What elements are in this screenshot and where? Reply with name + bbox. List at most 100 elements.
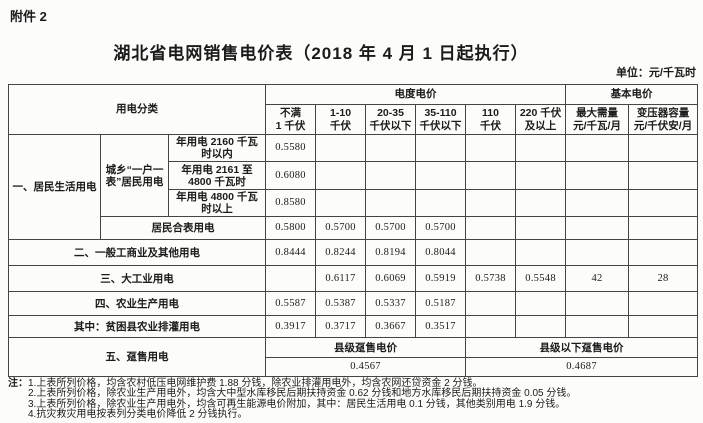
basic-price-group-header: 基本电价 <box>565 84 699 105</box>
price-cell <box>565 291 630 317</box>
price-cell: 0.3667 <box>365 315 417 339</box>
price-cell-empty <box>415 133 467 163</box>
price-cell: 0.5187 <box>415 291 467 317</box>
wholesale-label-cell: 五、趸售用电 <box>7 337 267 378</box>
price-cell: 0.6080 <box>265 161 317 191</box>
table-row: 二、一般工商业及其他用电 0.8444 0.8244 0.8194 0.8044 <box>7 239 699 267</box>
price-cell <box>628 216 699 241</box>
price-cell: 0.5580 <box>265 133 317 163</box>
table-row: 0.4567 0.4687 <box>9 357 699 378</box>
note-line: 1.上表所列价格，均含农村低压电网维护费 1.88 分钱，除农业排灌用电外，均含… <box>28 378 483 389</box>
price-cell: 0.5548 <box>515 265 567 293</box>
note-line: 3.上表所列价格，除农业生产用电外，均含可再生能源电价附加，其中：居民生活用电 … <box>28 398 566 410</box>
price-cell: 0.5387 <box>315 291 367 317</box>
voltage-column-header: 35-110 千伏以下 <box>415 104 467 135</box>
classification-header-cell: 用电分类 <box>7 84 267 135</box>
price-cell <box>565 216 630 241</box>
residential-tier-label: 年用电 4800 千瓦时以上 <box>167 189 267 218</box>
price-cell-empty <box>515 133 567 163</box>
price-cell <box>515 291 567 317</box>
page-title: 湖北省电网销售电价表（2018 年 4 月 1 日起执行） <box>113 44 529 63</box>
price-cell: 0.5738 <box>465 265 517 293</box>
table-row: 四、农业生产用电 0.5587 0.5387 0.5337 0.5187 <box>7 291 699 317</box>
note-line: 2.上表所列价格，除农业生产用电外，均含大中型水库移民后期扶持资金 0.62 分… <box>28 388 577 400</box>
price-cell <box>628 315 699 339</box>
price-cell-empty <box>565 189 630 218</box>
price-cell-empty <box>365 161 417 191</box>
price-cell <box>465 216 517 241</box>
price-cell: 0.6069 <box>365 265 417 293</box>
column-header-row: 不满 1 千伏 1-10 千伏 20-35 千伏以下 35-110 千伏以下 1… <box>9 104 699 135</box>
voltage-column-header: 不满 1 千伏 <box>265 104 317 135</box>
price-cell-empty <box>565 133 630 163</box>
residential-tier-label: 年用电 2161 至 4800 千瓦时 <box>167 161 267 191</box>
table-row: 居民合表用电 0.5800 0.5700 0.5700 0.5700 <box>9 216 699 241</box>
price-cell: 0.8194 <box>365 239 417 267</box>
energy-price-group-header: 电度电价 <box>265 84 567 105</box>
table-row: 三、大工业用电 0.6117 0.6069 0.5919 0.5738 0.55… <box>7 265 699 293</box>
below-county-wholesale-price-cell: 0.4687 <box>465 357 699 378</box>
price-cell-empty <box>315 189 367 218</box>
price-cell <box>565 239 630 267</box>
price-cell: 0.3517 <box>415 315 467 339</box>
price-cell: 0.5587 <box>265 291 317 317</box>
table-row: 年用电 4800 千瓦时以上 0.8580 <box>9 189 699 218</box>
price-cell <box>265 265 317 293</box>
price-cell <box>565 315 630 339</box>
price-cell-empty <box>628 133 699 163</box>
price-cell-empty <box>515 189 567 218</box>
notes-label: 注： <box>8 378 28 389</box>
price-cell: 0.5919 <box>415 265 467 293</box>
large-industry-label-cell: 三、大工业用电 <box>7 265 267 293</box>
combined-meter-label-cell: 居民合表用电 <box>99 216 267 241</box>
group-header-row: 用电分类 电度电价 基本电价 <box>7 84 699 135</box>
county-wholesale-header-cell: 县级趸售电价 <box>265 337 467 359</box>
price-cell: 28 <box>628 265 699 293</box>
price-cell <box>465 315 517 339</box>
price-cell-empty <box>515 161 567 191</box>
note-line: 4.抗灾救灾用电按表列分类电价降低 2 分钱执行。 <box>28 409 248 421</box>
price-cell: 0.3917 <box>265 315 317 339</box>
price-cell-empty <box>365 189 417 218</box>
price-cell-empty <box>315 133 367 163</box>
price-cell-empty <box>565 161 630 191</box>
basic-column-header: 最大需量 元/千瓦/月 <box>565 104 630 135</box>
price-cell-empty <box>315 161 367 191</box>
voltage-column-header: 20-35 千伏以下 <box>365 104 417 135</box>
county-wholesale-price-cell: 0.4567 <box>265 357 467 378</box>
voltage-column-header: 1-10 千伏 <box>315 104 367 135</box>
residential-meter-group-cell: 城乡“一户一表”居民用电 <box>100 133 169 218</box>
residential-tier-label: 年用电 2160 千瓦时以内 <box>167 133 267 163</box>
unit-label: 单位：元/千瓦时 <box>615 67 696 79</box>
price-cell: 0.3717 <box>315 315 367 339</box>
price-cell-empty <box>365 133 417 163</box>
voltage-column-header: 220 千伏 及以上 <box>515 104 567 135</box>
price-cell: 0.5700 <box>315 216 367 241</box>
price-cell: 0.5800 <box>265 216 317 241</box>
price-cell <box>515 315 567 339</box>
price-cell-empty <box>628 161 699 191</box>
price-cell <box>628 239 699 267</box>
voltage-column-header: 110 千伏 <box>465 104 517 135</box>
price-cell: 42 <box>565 265 630 293</box>
table-row: 其中：贫困县农业排灌用电 0.3917 0.3717 0.3667 0.3517 <box>7 315 699 339</box>
attachment-label: 附件 2 <box>10 9 47 24</box>
price-cell-empty <box>628 189 699 218</box>
price-cell <box>465 291 517 317</box>
price-cell-empty <box>415 161 467 191</box>
price-cell-empty <box>465 189 517 218</box>
price-cell <box>628 291 699 317</box>
price-cell <box>465 239 517 267</box>
price-cell: 0.8580 <box>265 189 317 218</box>
price-cell: 0.5700 <box>415 216 467 241</box>
note-lines: 1.上表所列价格，均含农村低压电网维护费 1.88 分钱，除农业排灌用电外，均含… <box>28 378 577 421</box>
table-row: 年用电 2161 至 4800 千瓦时 0.6080 <box>9 161 699 191</box>
poor-county-irrigation-label-cell: 其中：贫困县农业排灌用电 <box>7 315 267 339</box>
residential-category-cell: 一、居民生活用电 <box>8 133 101 241</box>
price-cell-empty <box>465 133 517 163</box>
footnotes: 注： 1.上表所列价格，均含农村低压电网维护费 1.88 分钱，除农业排灌用电外… <box>8 378 577 421</box>
price-table: 用电分类 电度电价 基本电价 不满 1 千伏 1-10 千伏 20-35 千伏以… <box>7 84 699 378</box>
basic-column-header: 变压器容量 元/千伏安/月 <box>628 104 699 135</box>
general-commercial-label-cell: 二、一般工商业及其他用电 <box>7 239 267 267</box>
